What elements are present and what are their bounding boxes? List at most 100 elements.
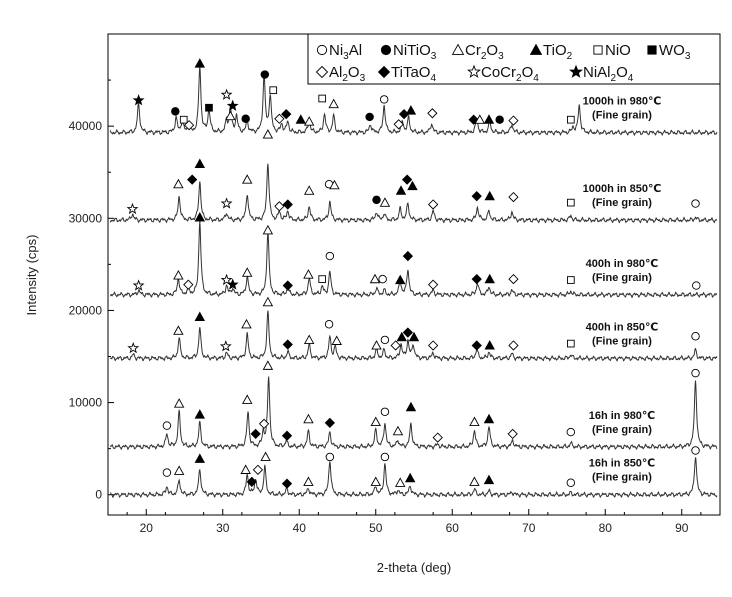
open-diamond-marker [508, 191, 519, 203]
open-triangle-marker [262, 129, 274, 139]
filled-square-legend-icon [647, 45, 657, 55]
filled-triangle-marker [404, 472, 416, 483]
filled-diamond-marker [281, 109, 292, 120]
legend-entry: CoCr2O4 [481, 64, 539, 84]
filled-circle-marker [241, 114, 250, 124]
legend-entry-part: 3 [431, 51, 437, 62]
open-circle-marker [380, 407, 390, 417]
filled-triangle-legend-icon [529, 43, 543, 55]
open-triangle-legend-icon [451, 43, 465, 55]
open-star-marker [220, 88, 233, 100]
legend-box [307, 33, 721, 85]
open-triangle-marker [260, 451, 271, 462]
open-triangle-marker [303, 116, 315, 126]
filled-diamond-marker [250, 428, 261, 440]
x-tick-label: 60 [446, 521, 460, 535]
filled-diamond-marker [282, 199, 293, 210]
open-diamond-marker [432, 432, 443, 443]
legend-entry-part: 2 [481, 51, 487, 62]
open-diamond-legend-icon [315, 65, 329, 79]
filled-circle-marker [171, 107, 180, 116]
open-star-legend-icon [467, 64, 481, 78]
open-diamond-marker [274, 201, 285, 212]
legend-entry-part: 3 [343, 51, 349, 62]
pattern-label-condition: 400h in 980℃ [586, 258, 659, 270]
open-diamond-marker [508, 273, 519, 285]
legend-entry-part: 3 [685, 51, 691, 62]
open-diamond-marker [427, 279, 439, 290]
filled-triangle-marker [484, 340, 495, 350]
open-triangle-marker [173, 325, 184, 335]
open-square-marker [318, 94, 327, 103]
diffraction-patterns [109, 66, 718, 499]
open-triangle-marker [240, 464, 251, 474]
open-star-marker [126, 202, 139, 215]
open-triangle-marker [370, 476, 381, 486]
filled-triangle-marker [194, 211, 206, 222]
pattern-line [109, 66, 718, 137]
open-circle-legend-icon [316, 44, 328, 56]
x-tick-label: 50 [369, 521, 383, 535]
legend-entry-part: TiTaO [391, 64, 430, 81]
filled-triangle-marker [194, 311, 206, 321]
filled-circle-marker [372, 195, 381, 205]
legend-entry-part: 3 [498, 51, 504, 62]
open-circle-marker [162, 468, 172, 477]
open-triangle-marker [469, 416, 480, 427]
legend-entry-part: 3 [360, 73, 366, 84]
open-triangle-marker [173, 178, 184, 189]
open-circle-marker [324, 320, 334, 329]
legend-entry-part: 4 [533, 73, 539, 84]
legend-entry-part: 2 [567, 51, 573, 62]
open-triangle-marker [173, 270, 184, 280]
open-diamond-marker [508, 115, 519, 126]
legend-entry: WO3 [659, 42, 691, 62]
filled-triangle-marker [483, 474, 495, 485]
y-tick-label: 30000 [69, 211, 103, 225]
open-triangle-marker [329, 179, 340, 190]
filled-triangle-marker [194, 409, 206, 419]
filled-diamond-legend-icon [377, 65, 391, 79]
open-square-marker [567, 115, 575, 124]
open-triangle-marker [262, 224, 274, 235]
legend-entry: Al2O3 [329, 64, 366, 84]
pattern-label-condition: 1000h in 850℃ [583, 183, 662, 195]
legend-entry-part: 2 [516, 73, 522, 84]
legend-entry-part: NiAl [583, 64, 611, 81]
open-diamond-marker [427, 199, 439, 210]
legend-entry-part: 2 [342, 73, 348, 84]
open-triangle-marker [173, 465, 185, 475]
filled-diamond-marker [402, 250, 414, 262]
open-star-marker [219, 340, 232, 352]
filled-circle-marker [495, 115, 504, 124]
filled-triangle-marker [405, 401, 417, 412]
open-diamond-marker [252, 464, 264, 475]
x-tick-label: 70 [522, 521, 536, 535]
legend-entry-part: NiO [605, 42, 631, 59]
legend-entry-part: NiTiO [393, 42, 431, 59]
open-triangle-marker [331, 335, 342, 345]
open-circle-marker [162, 421, 172, 430]
filled-diamond-marker [471, 273, 482, 285]
x-tick-label: 80 [599, 521, 613, 535]
open-triangle-marker [369, 273, 381, 284]
filled-diamond-marker [282, 339, 293, 350]
open-diamond-marker [393, 119, 404, 130]
legend-entry: NiTiO3 [393, 42, 437, 62]
open-square-marker [567, 276, 575, 284]
open-triangle-marker [474, 114, 486, 124]
filled-triangle-marker [483, 114, 495, 124]
open-diamond-marker [427, 340, 439, 351]
open-circle-marker [691, 199, 700, 208]
open-square-marker [269, 86, 278, 95]
x-tick-label: 90 [675, 521, 689, 535]
open-diamond-marker [390, 340, 401, 351]
legend-entry-part: Cr [465, 42, 481, 59]
open-square-marker [567, 198, 575, 207]
filled-triangle-marker [483, 413, 495, 424]
legend-entry: NiO [605, 42, 631, 59]
filled-triangle-marker [405, 105, 417, 115]
filled-diamond-marker [471, 191, 482, 202]
filled-triangle-marker [484, 190, 495, 201]
